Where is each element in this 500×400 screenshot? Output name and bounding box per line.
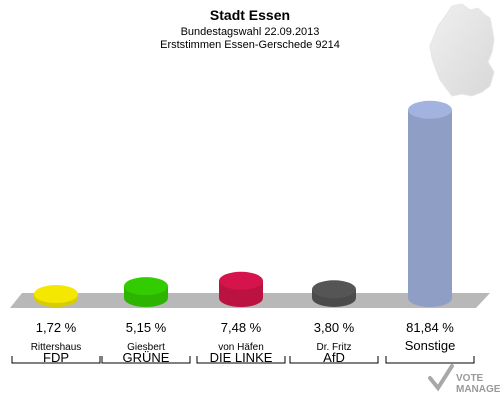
bar-grüne	[124, 277, 168, 307]
value-label: 7,48 %	[221, 320, 262, 335]
bar-sonstige	[408, 100, 452, 307]
bar-fdp	[34, 285, 78, 307]
bar-die-linke	[219, 271, 263, 307]
candidate-label: Rittershaus	[31, 342, 82, 353]
party-label: DIE LINKE	[210, 350, 273, 365]
value-label: 81,84 %	[406, 320, 454, 335]
bar-top	[408, 100, 452, 119]
value-label: 5,15 %	[126, 320, 167, 335]
bar-top	[124, 277, 168, 296]
watermark-line1: VOTE	[456, 373, 484, 384]
bars-group	[34, 100, 452, 307]
bar-top	[34, 285, 78, 304]
candidate-label: von Häfen	[218, 342, 264, 353]
category-bracket	[196, 356, 286, 364]
category-bracket	[385, 356, 475, 364]
chart-title: Stadt Essen	[210, 7, 290, 23]
party-label: FDP	[43, 350, 69, 365]
chart-subtitle-2: Erststimmen Essen-Gerschede 9214	[160, 39, 340, 51]
checkmark-icon	[428, 364, 454, 392]
candidate-label: Giesbert	[127, 342, 165, 353]
bar-top	[312, 280, 356, 299]
party-label: Sonstige	[405, 338, 456, 353]
party-label: GRÜNE	[123, 350, 170, 365]
watermark-line2: MANAGER	[456, 384, 500, 395]
party-label: AfD	[323, 350, 345, 365]
bar-top	[219, 271, 263, 290]
candidate-label: Dr. Fritz	[317, 342, 352, 353]
vote-manager-watermark: VOTE MANAGER	[428, 364, 500, 395]
category-bracket	[101, 356, 191, 364]
category-bracket	[289, 356, 379, 364]
bar-body	[408, 109, 452, 307]
value-label: 1,72 %	[36, 320, 77, 335]
bar-afd	[312, 280, 356, 307]
value-label: 3,80 %	[314, 320, 355, 335]
germany-map-icon	[429, 3, 495, 97]
chart-subtitle: Bundestagswahl 22.09.2013	[181, 26, 320, 38]
category-bracket	[11, 356, 101, 364]
